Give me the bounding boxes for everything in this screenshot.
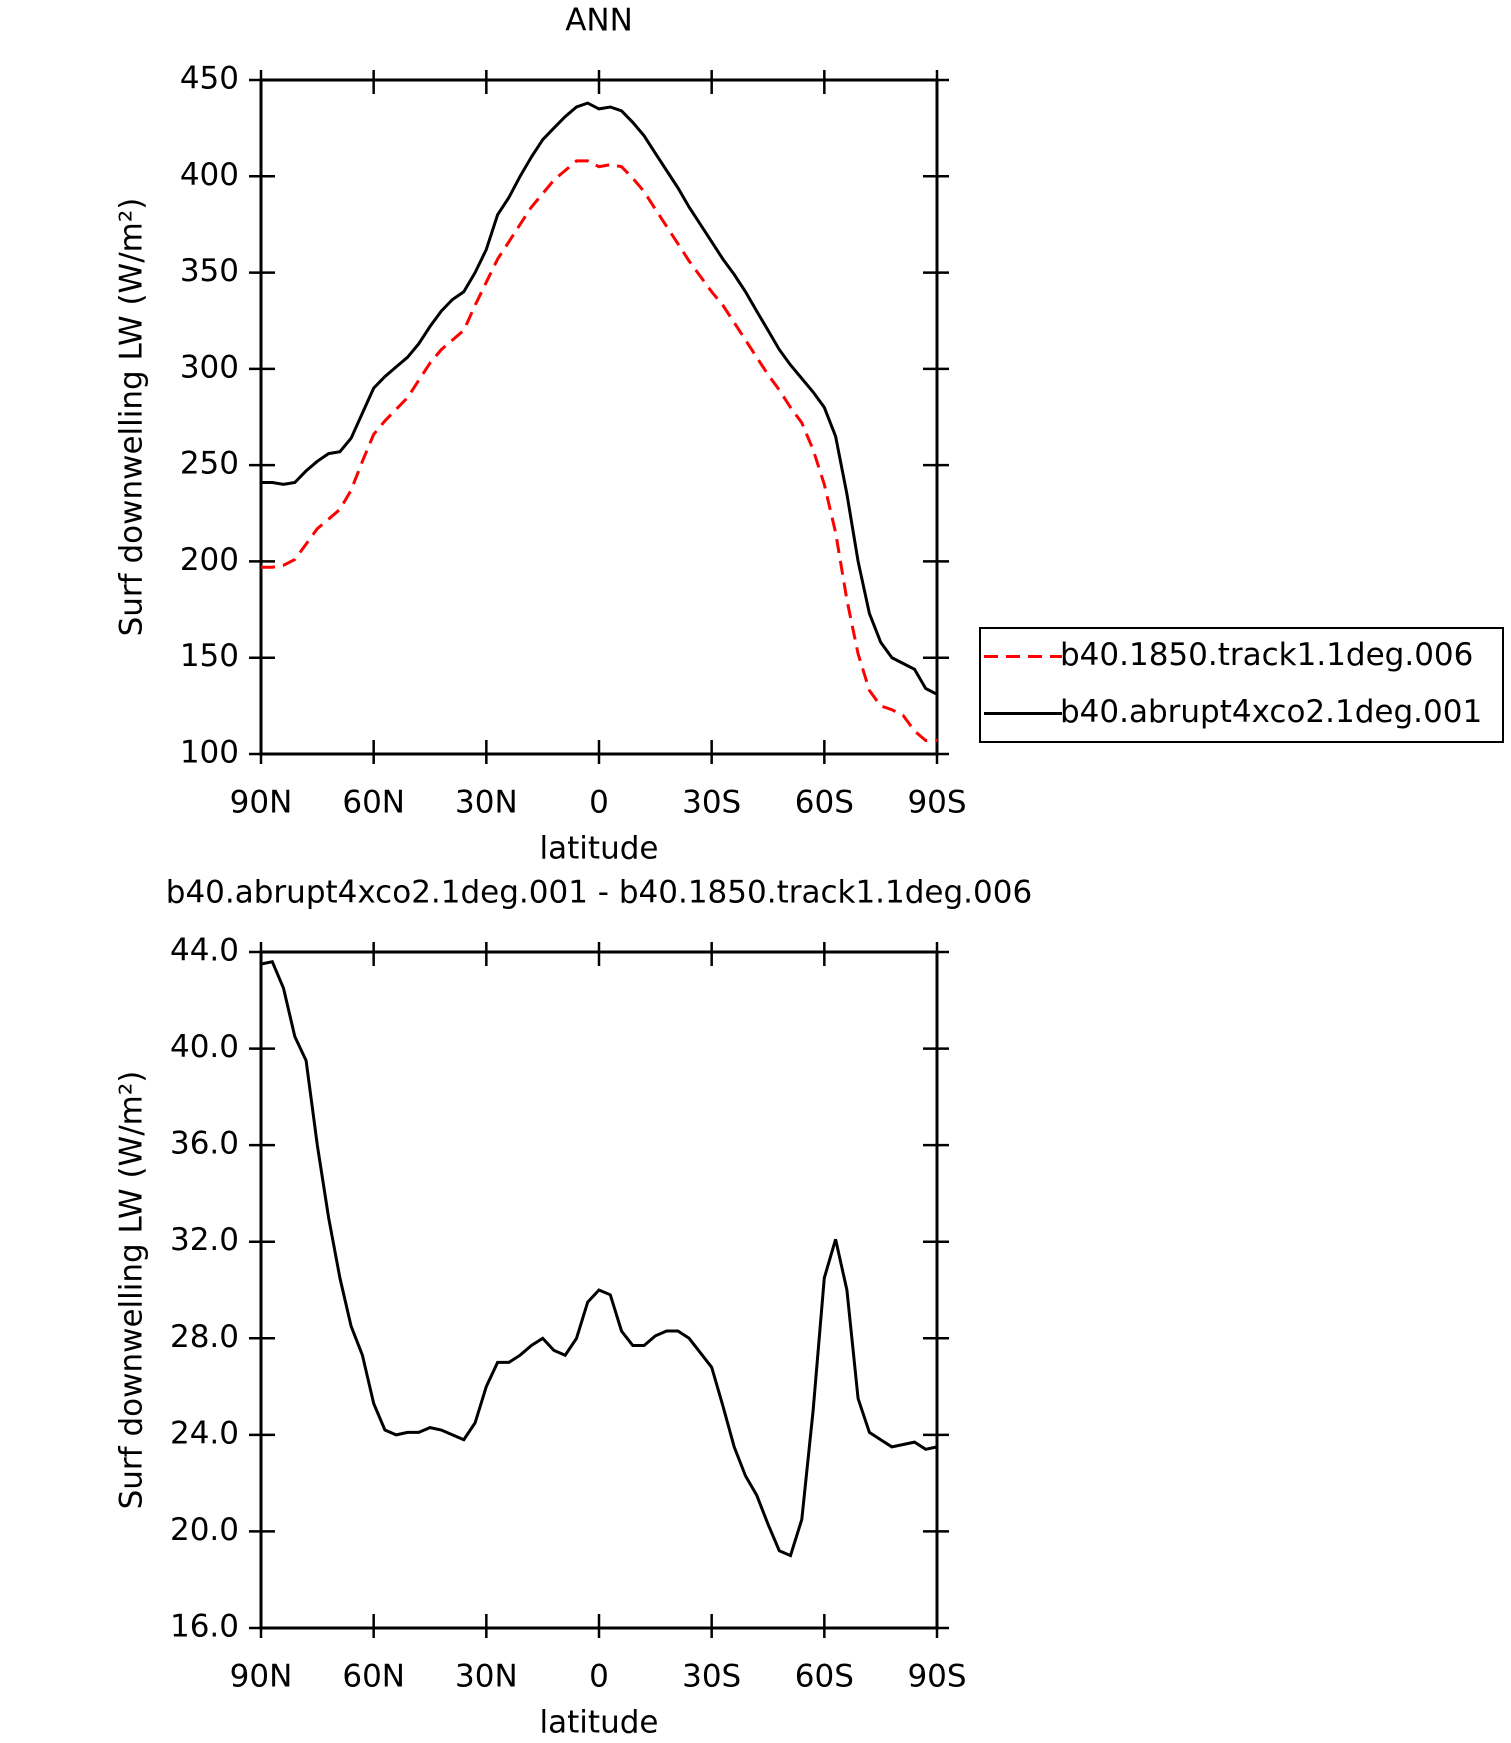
legend-label: b40.abrupt4xco2.1deg.001 — [1060, 694, 1482, 730]
y-tick-label: 36.0 — [170, 1126, 239, 1162]
y-axis-label: Surf downwelling LW (W/m²) — [114, 198, 150, 637]
x-tick-label: 90S — [907, 785, 966, 821]
y-tick-label: 40.0 — [170, 1029, 239, 1065]
y-tick-label: 20.0 — [170, 1512, 239, 1548]
x-tick-label: 90N — [230, 1659, 293, 1695]
x-tick-label: 60S — [795, 785, 854, 821]
y-tick-label: 28.0 — [170, 1319, 239, 1355]
y-tick-label: 400 — [180, 157, 239, 193]
x-tick-label: 0 — [589, 785, 609, 821]
y-tick-label: 24.0 — [170, 1415, 239, 1451]
y-tick-label: 350 — [180, 253, 239, 289]
plot-frame — [259, 78, 939, 756]
y-tick-label: 450 — [180, 61, 239, 97]
x-tick-label: 30N — [455, 1659, 518, 1695]
legend-box — [979, 627, 1504, 743]
y-tick-label: 250 — [180, 446, 239, 482]
chart-title: ANN — [565, 3, 633, 39]
x-tick-label: 0 — [589, 1659, 609, 1695]
x-tick-label: 30S — [682, 1659, 741, 1695]
y-tick-label: 200 — [180, 542, 239, 578]
panel: ANN latitude Surf downwelling LW (W/m²) 90N… — [114, 3, 1504, 867]
x-axis-label: latitude — [540, 831, 659, 867]
x-tick-label: 30N — [455, 785, 518, 821]
x-axis-label: latitude — [540, 1705, 659, 1741]
x-tick-label: 60N — [342, 785, 405, 821]
data-line — [261, 101, 938, 696]
y-tick-label: 150 — [180, 638, 239, 674]
plot-frame — [259, 950, 939, 1630]
x-tick-label: 30S — [682, 785, 741, 821]
x-tick-label: 60N — [342, 1659, 405, 1695]
y-tick-label: 44.0 — [170, 933, 239, 969]
y-tick-label: 300 — [180, 349, 239, 385]
y-tick-label: 32.0 — [170, 1222, 239, 1258]
y-axis-label: Surf downwelling LW (W/m²) — [114, 1071, 150, 1510]
chart-title: b40.abrupt4xco2.1deg.001 - b40.1850.trac… — [166, 875, 1032, 911]
x-tick-label: 90S — [907, 1659, 966, 1695]
y-tick-label: 100 — [180, 735, 239, 771]
x-tick-label: 60S — [795, 1659, 854, 1695]
y-tick-label: 16.0 — [170, 1609, 239, 1645]
x-tick-label: 90N — [230, 785, 293, 821]
panel: b40.abrupt4xco2.1deg.001 - b40.1850.trac… — [114, 875, 1033, 1741]
data-line — [260, 959, 938, 1558]
data-line — [261, 159, 937, 742]
legend-label: b40.1850.track1.1deg.006 — [1060, 637, 1473, 673]
